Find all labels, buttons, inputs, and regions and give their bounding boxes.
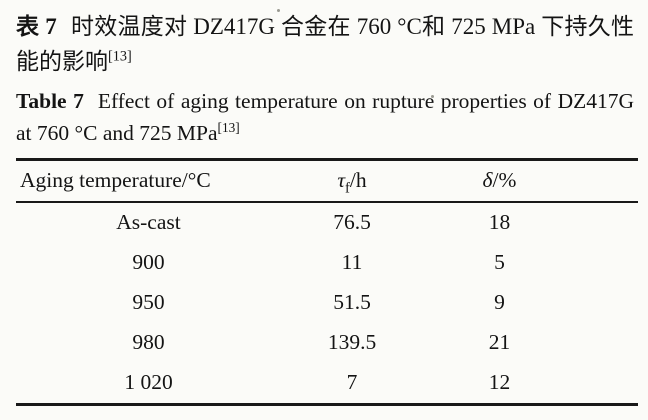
scanned-paper-page: 表 7 时效温度对 DZ417G 合金在 760 °C和 725 MPa 下持久性… [16,10,638,406]
cell-elongation: 12 [488,370,511,394]
table-row: 900 11 5 [16,243,638,283]
header-aging-temperature: Aging temperature/°C [16,159,281,203]
citation-superscript-zh: [13] [108,47,132,64]
cell-aging-temperature: As-cast [116,210,181,234]
cell-elongation: 9 [494,290,505,314]
cell-elongation: 5 [494,250,505,274]
scan-speck [277,9,280,12]
cell-aging-temperature: 980 [132,330,165,354]
header-rupture-life: τf/h [281,159,423,203]
cell-rupture-life: 51.5 [333,290,371,314]
table-caption-chinese: 表 7 时效温度对 DZ417G 合金在 760 °C和 725 MPa 下持久性… [16,10,634,79]
table-row: As-cast 76.5 18 [16,202,638,243]
table-header-row: Aging temperature/°C τf/h δ/% [16,159,638,203]
tau-subscript: f [345,179,350,196]
table-body: As-cast 76.5 18 900 11 5 950 51.5 9 980 … [16,202,638,405]
rupture-properties-table: Aging temperature/°C τf/h δ/% As-cast 76… [16,157,638,406]
elongation-unit: /% [492,167,517,192]
cell-aging-temperature: 900 [132,250,165,274]
caption-label-en: Table 7 [16,89,84,113]
cell-aging-temperature: 1 020 [124,370,173,394]
caption-label-zh: 表 7 [16,14,57,39]
caption-text-zh: 时效温度对 DZ417G 合金在 760 °C和 725 MPa 下持久性能的影… [16,14,634,74]
cell-aging-temperature: 950 [132,290,165,314]
table-caption-english: Table 7 Effect of aging temperature on ru… [16,85,634,150]
delta-symbol: δ [482,167,493,192]
cell-rupture-life: 76.5 [333,210,371,234]
cell-rupture-life: 11 [341,250,363,274]
header-elongation: δ/% [423,159,638,203]
cell-elongation: 21 [488,330,511,354]
tau-symbol: τ [337,167,346,192]
table-row: 950 51.5 9 [16,283,638,323]
caption-text-en: Effect of aging temperature on rupture p… [16,89,635,146]
table-row: 1 020 7 12 [16,363,638,405]
rupture-life-unit: /h [349,167,367,192]
cell-elongation: 18 [488,210,511,234]
citation-superscript-en: [13] [217,120,240,136]
cell-rupture-life: 7 [346,370,358,394]
table-row: 980 139.5 21 [16,323,638,363]
cell-rupture-life: 139.5 [327,330,377,354]
scan-speck [431,95,434,98]
